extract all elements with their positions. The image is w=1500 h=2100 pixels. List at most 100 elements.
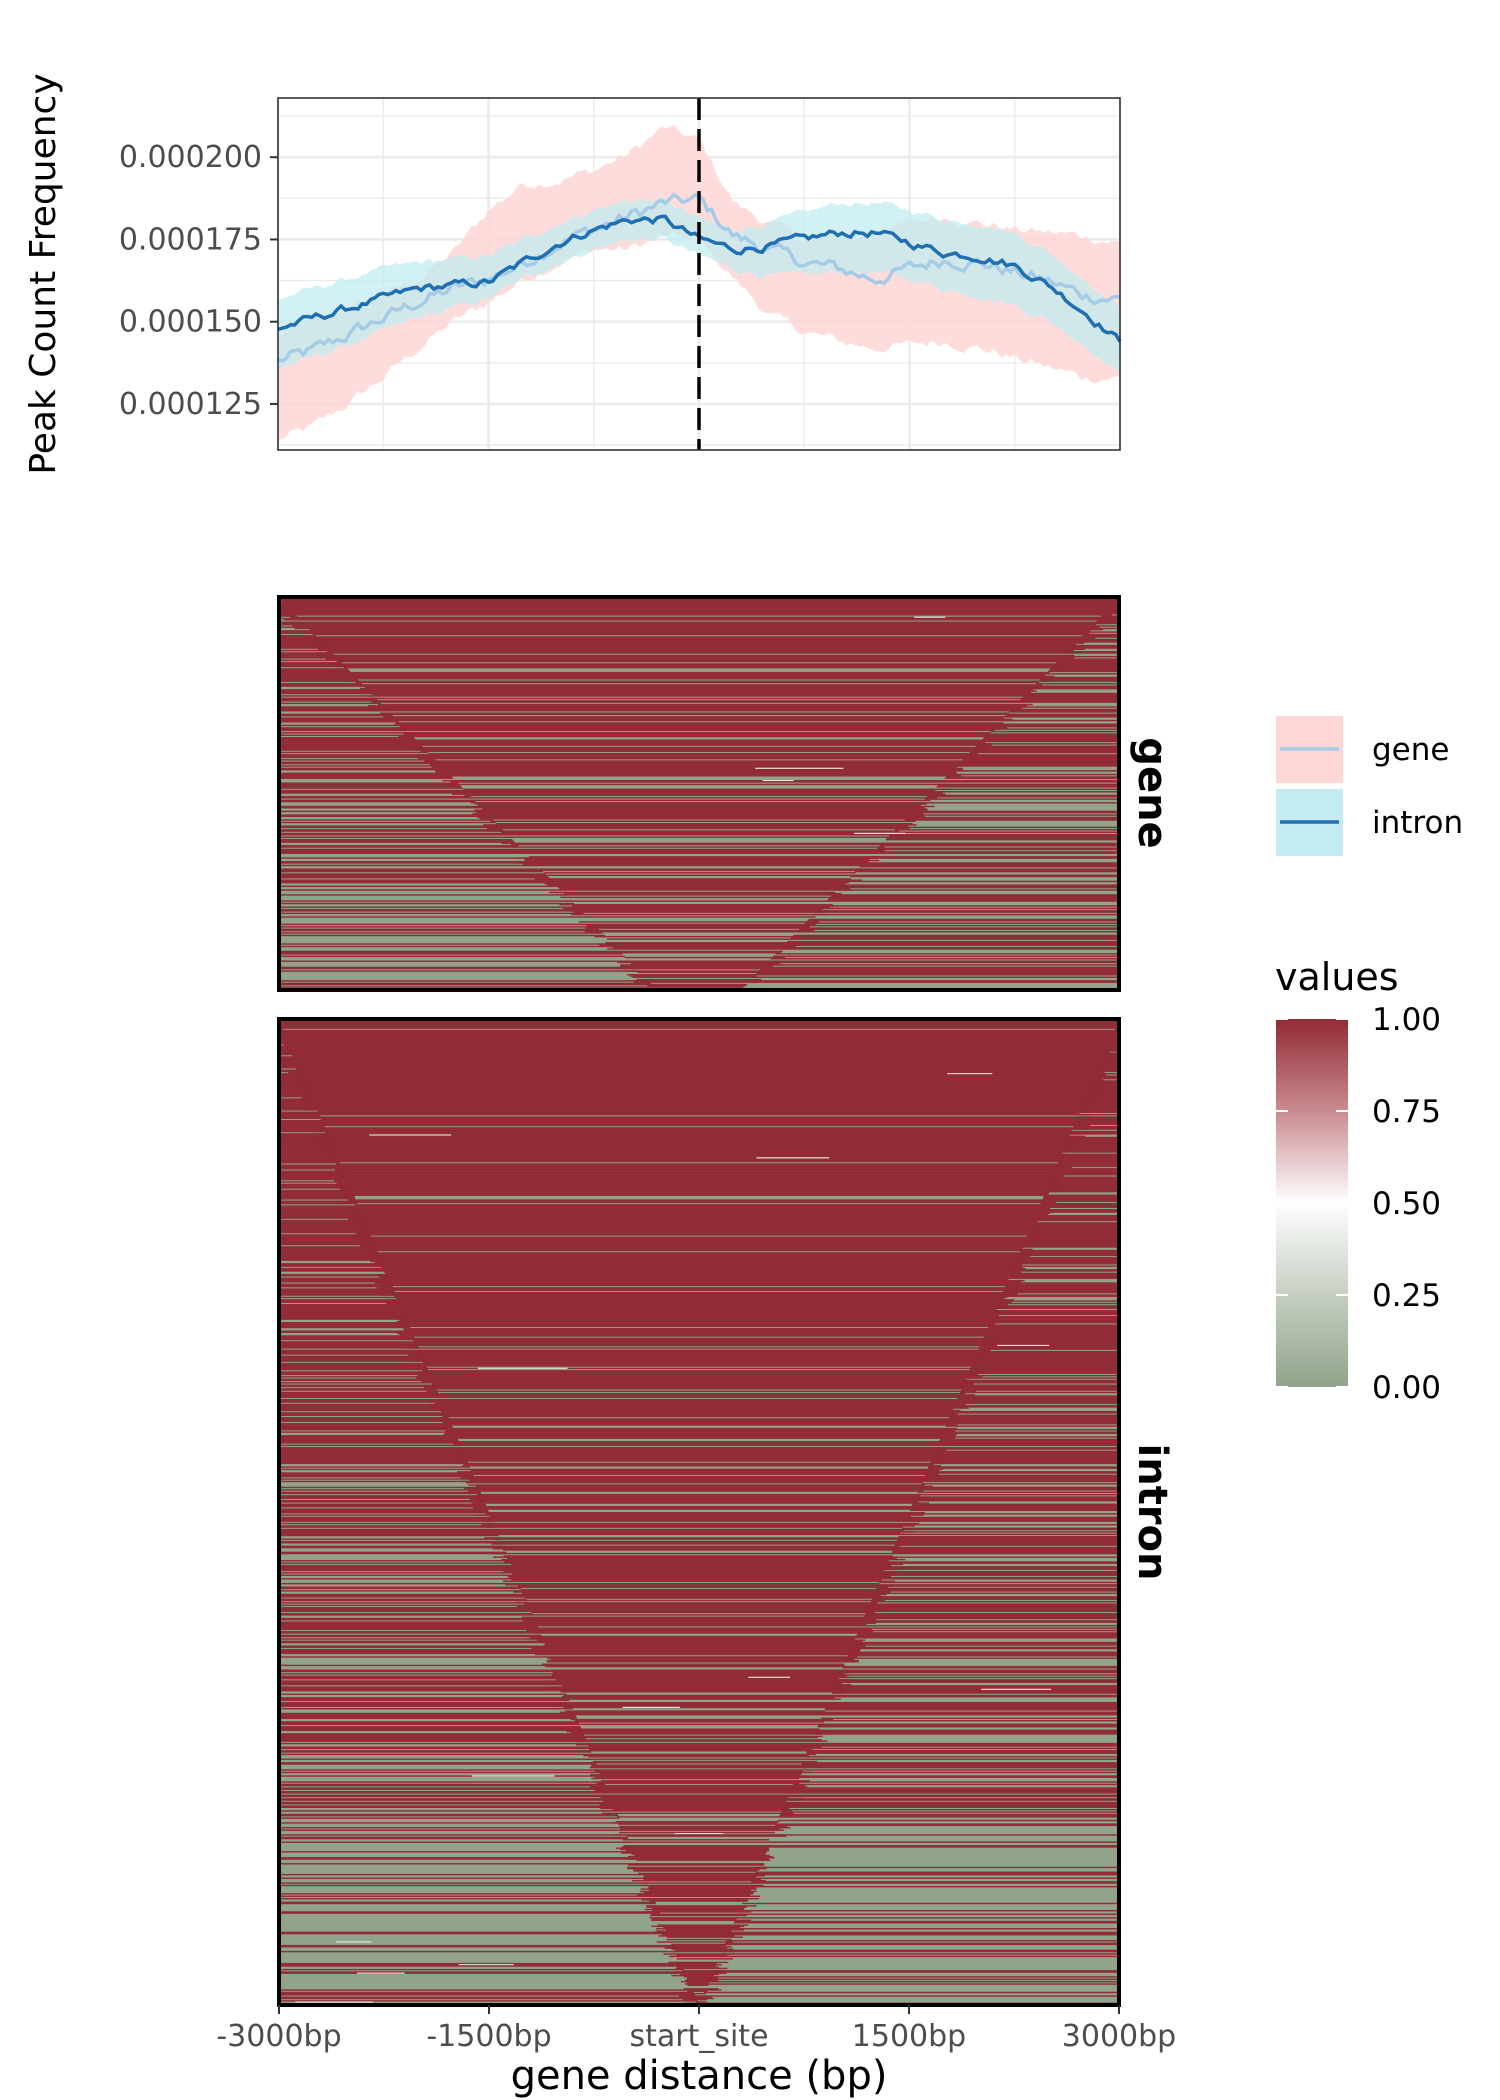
gene-heatmap-flank	[279, 728, 406, 730]
intron-heatmap-flank	[940, 1438, 1119, 1441]
intron-heatmap-flank	[786, 1798, 1119, 1800]
gene-heatmap-flank	[279, 880, 553, 883]
intron-heatmap-row	[453, 1459, 946, 1461]
gene-heatmap-flank	[767, 961, 1119, 964]
gene-heatmap-flank	[1047, 670, 1119, 673]
gene-heatmap-flank	[760, 969, 1119, 971]
intron-heatmap-flank	[279, 1113, 320, 1116]
intron-heatmap-row	[515, 1602, 878, 1604]
intron-heatmap-row	[473, 1497, 930, 1499]
gene-heatmap-flank	[279, 986, 655, 988]
intron-heatmap-row	[604, 1806, 796, 1808]
intron-heatmap-flank	[279, 1154, 337, 1157]
intron-heatmap-flank	[789, 1792, 1119, 1794]
intron-heatmap-flank	[932, 1455, 1119, 1457]
gene-heatmap-row	[486, 815, 925, 818]
intron-heatmap-flank	[710, 1976, 1119, 1978]
gene-heatmap-flank	[749, 980, 1119, 982]
intron-heatmap-row	[285, 1035, 1119, 1038]
intron-heatmap-row	[403, 1325, 998, 1328]
gene-heatmap-flank	[975, 745, 1119, 748]
intron-heatmap-flank	[830, 1694, 1119, 1697]
gene-heatmap-row	[617, 951, 781, 954]
intron-heatmap-flank	[279, 1213, 363, 1216]
intron-heatmap-flank	[1004, 1288, 1119, 1290]
intron-heatmap-flank	[279, 1495, 483, 1497]
intron-heatmap-flank	[843, 1665, 1119, 1668]
gene-heatmap-flank	[780, 948, 1119, 950]
profile-ribbons	[278, 125, 1120, 440]
gene-heatmap-row	[595, 929, 815, 932]
intron-heatmap-flank	[1047, 1186, 1119, 1188]
intron-heatmap-row	[386, 1302, 1001, 1305]
gene-heatmap-flank	[821, 905, 1119, 907]
intron-heatmap-row	[531, 1622, 876, 1625]
gene-heatmap-flank	[279, 700, 379, 702]
intron-heatmap-flank	[279, 1106, 317, 1109]
gene-heatmap-flank	[279, 608, 290, 610]
intron-heatmap-flank	[789, 1790, 1119, 1793]
intron-heatmap-flank	[1014, 1263, 1119, 1265]
intron-heatmap-flank	[279, 1283, 392, 1285]
intron-heatmap-flank	[279, 1447, 462, 1449]
intron-heatmap-flank	[279, 1324, 410, 1326]
intron-heatmap-row	[521, 1608, 879, 1610]
intron-heatmap-row	[565, 1710, 825, 1712]
intron-heatmap-flank	[1025, 1239, 1119, 1241]
intron-heatmap-flank	[1092, 1080, 1119, 1082]
gene-heatmap-flank	[279, 773, 450, 776]
gene-heatmap-row	[356, 689, 1034, 691]
intron-heatmap-flank	[279, 1664, 555, 1667]
intron-heatmap-flank	[279, 1099, 314, 1101]
intron-heatmap-row	[646, 1905, 757, 1907]
intron-heatmap-row	[617, 1823, 777, 1825]
intron-heatmap-flank	[1065, 1144, 1119, 1146]
intron-heatmap-row	[398, 1306, 1009, 1308]
intron-ribbon	[278, 197, 1120, 375]
intron-heatmap-row	[370, 1240, 1026, 1242]
intron-heatmap-flank	[755, 1871, 1119, 1873]
intron-heatmap-flank	[903, 1524, 1119, 1526]
intron-heatmap-flank	[279, 1621, 536, 1623]
intron-heatmap-pale	[357, 1972, 405, 1974]
intron-heatmap-row	[370, 1252, 1029, 1254]
intron-heatmap-flank	[930, 1461, 1119, 1463]
intron-heatmap-flank	[279, 1735, 585, 1738]
intron-heatmap-flank	[1057, 1163, 1119, 1165]
intron-heatmap-flank	[895, 1543, 1119, 1545]
intron-heatmap-flank	[750, 1882, 1119, 1884]
intron-heatmap-flank	[279, 1646, 547, 1649]
intron-heatmap-flank	[948, 1419, 1119, 1421]
intron-heatmap-flank	[830, 1695, 1119, 1698]
gene-heatmap-row	[563, 906, 831, 908]
gene-heatmap-flank	[1101, 615, 1119, 617]
intron-heatmap-flank	[1003, 1289, 1119, 1291]
intron-heatmap-row	[671, 1943, 731, 1946]
gene-heatmap-row	[383, 707, 1022, 709]
intron-heatmap-flank	[279, 1212, 362, 1214]
gene-heatmap-pale	[762, 779, 794, 782]
intron-heatmap-row	[385, 1272, 1023, 1275]
intron-heatmap-row	[522, 1619, 876, 1621]
intron-heatmap-flank	[279, 1105, 316, 1107]
intron-heatmap-row	[398, 1337, 999, 1340]
profile-panel-border	[277, 97, 1121, 451]
intron-heatmap-flank	[279, 1408, 446, 1410]
intron-heatmap-flank	[279, 1478, 475, 1480]
intron-heatmap-row	[680, 1980, 723, 1983]
intron-heatmap-flank	[279, 1347, 419, 1349]
gene-heatmap-row	[395, 727, 1008, 729]
intron-heatmap-flank	[279, 1628, 539, 1631]
gene-heatmap-flank	[279, 864, 538, 867]
gene-heatmap-row	[560, 896, 840, 899]
intron-heatmap-row	[667, 1932, 735, 1935]
intron-heatmap-flank	[1058, 1162, 1119, 1164]
intron-heatmap-row	[336, 1163, 1068, 1165]
gene-heatmap-row	[476, 814, 924, 816]
intron-heatmap-flank	[801, 1764, 1119, 1766]
gene-heatmap-flank	[861, 863, 1119, 865]
intron-heatmap-pale	[622, 1706, 680, 1708]
gene-heatmap-flank	[1004, 716, 1119, 718]
intron-heatmap-flank	[757, 1866, 1119, 1869]
intron-heatmap-row	[300, 1099, 1102, 1101]
